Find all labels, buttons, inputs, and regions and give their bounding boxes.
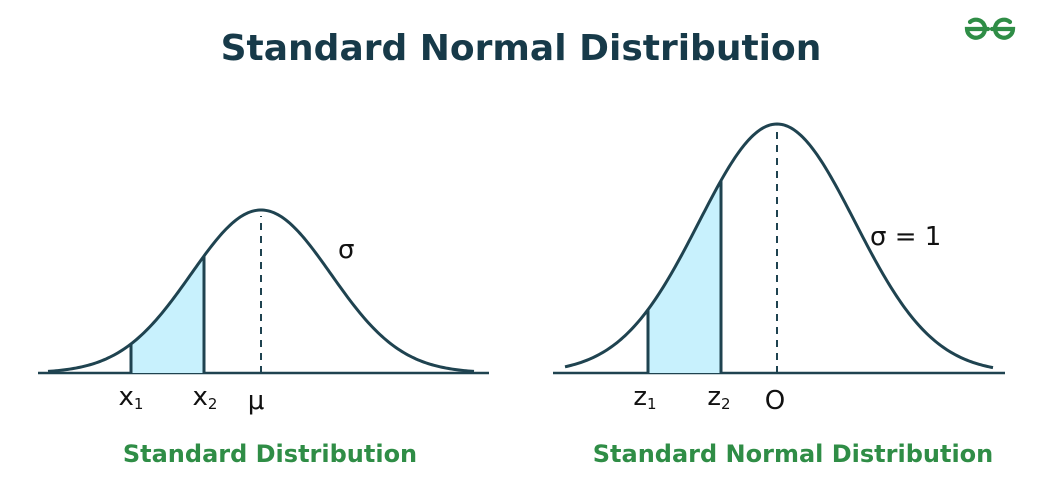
left-diagram bbox=[38, 208, 489, 375]
right-shaded-area bbox=[648, 180, 721, 373]
geeksforgeeks-logo-icon bbox=[964, 17, 1016, 40]
left-sigma-label: σ bbox=[338, 235, 355, 265]
right-z2-label: z2 bbox=[707, 382, 731, 413]
left-shaded-area bbox=[131, 255, 204, 373]
right-caption: Standard Normal Distribution bbox=[592, 440, 994, 468]
right-bell-curve bbox=[564, 122, 994, 370]
page-title: Standard Normal Distribution bbox=[220, 28, 822, 69]
left-x1-label: x1 bbox=[118, 382, 144, 413]
left-caption: Standard Distribution bbox=[122, 440, 418, 468]
left-bell-curve bbox=[47, 208, 475, 373]
right-zero-label: O bbox=[764, 386, 786, 416]
right-sigma-label: σ = 1 bbox=[870, 222, 942, 252]
right-z1-label: z1 bbox=[633, 382, 657, 413]
left-mu-label: μ bbox=[247, 386, 265, 416]
right-diagram bbox=[553, 122, 1005, 375]
left-x2-label: x2 bbox=[192, 382, 218, 413]
